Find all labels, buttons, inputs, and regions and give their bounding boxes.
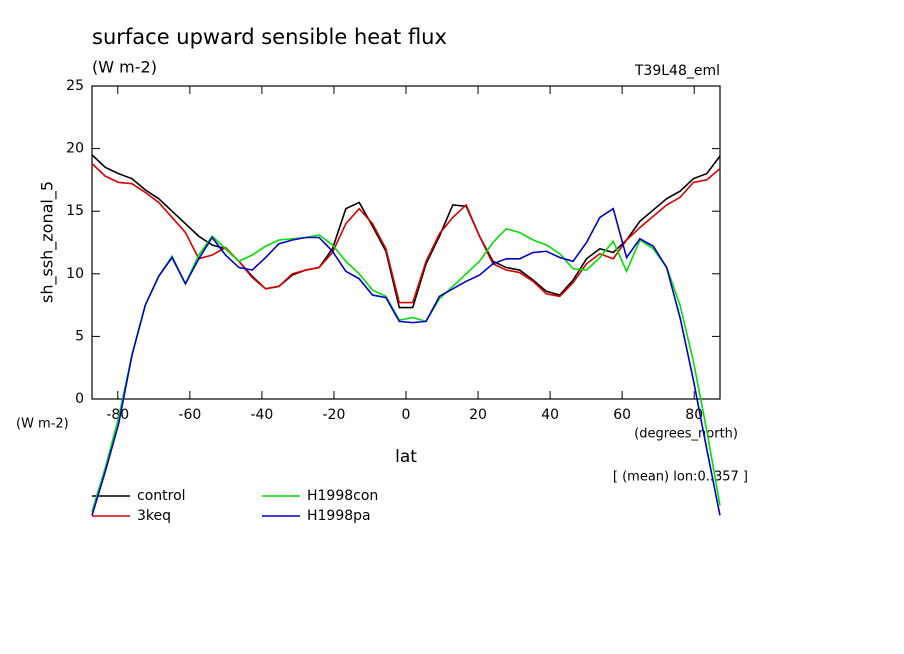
series-line	[91, 207, 721, 516]
chart-title: surface upward sensible heat flux	[92, 25, 447, 49]
series-line	[91, 154, 721, 309]
y-tick-label: 10	[66, 266, 84, 282]
x-tick-label: -40	[250, 407, 273, 423]
annotation: T39L48_eml	[634, 63, 720, 79]
legend-label: H1998con	[307, 488, 378, 504]
y-tick-label: 15	[66, 203, 84, 219]
note: [ (mean) lon:0..357 ]	[613, 470, 748, 485]
legend-label: H1998pa	[307, 508, 371, 524]
y-unit: (W m-2)	[16, 417, 69, 432]
legend-label: 3keq	[137, 508, 171, 524]
x-tick-label: -20	[323, 407, 346, 423]
subtitle: (W m-2)	[92, 58, 157, 77]
x-unit: (degrees_north)	[634, 427, 738, 442]
legend-label: control	[137, 488, 186, 504]
x-tick-label: 40	[541, 407, 559, 423]
x-tick-label: 20	[469, 407, 487, 423]
y-tick-label: 20	[66, 141, 84, 157]
y-tick-label: 0	[75, 391, 84, 407]
y-tick-label: 25	[66, 78, 84, 94]
y-axis-label: sh_ssh_zonal_5	[38, 181, 58, 303]
plot-frame	[91, 85, 721, 400]
y-tick-label: 5	[75, 328, 84, 344]
x-tick-label: -80	[106, 407, 129, 423]
x-axis-label: lat	[395, 447, 417, 467]
series-line	[91, 227, 721, 512]
x-tick-label: -60	[178, 407, 201, 423]
x-tick-label: 0	[402, 407, 411, 423]
series-line	[91, 163, 721, 304]
x-tick-label: 60	[613, 407, 631, 423]
